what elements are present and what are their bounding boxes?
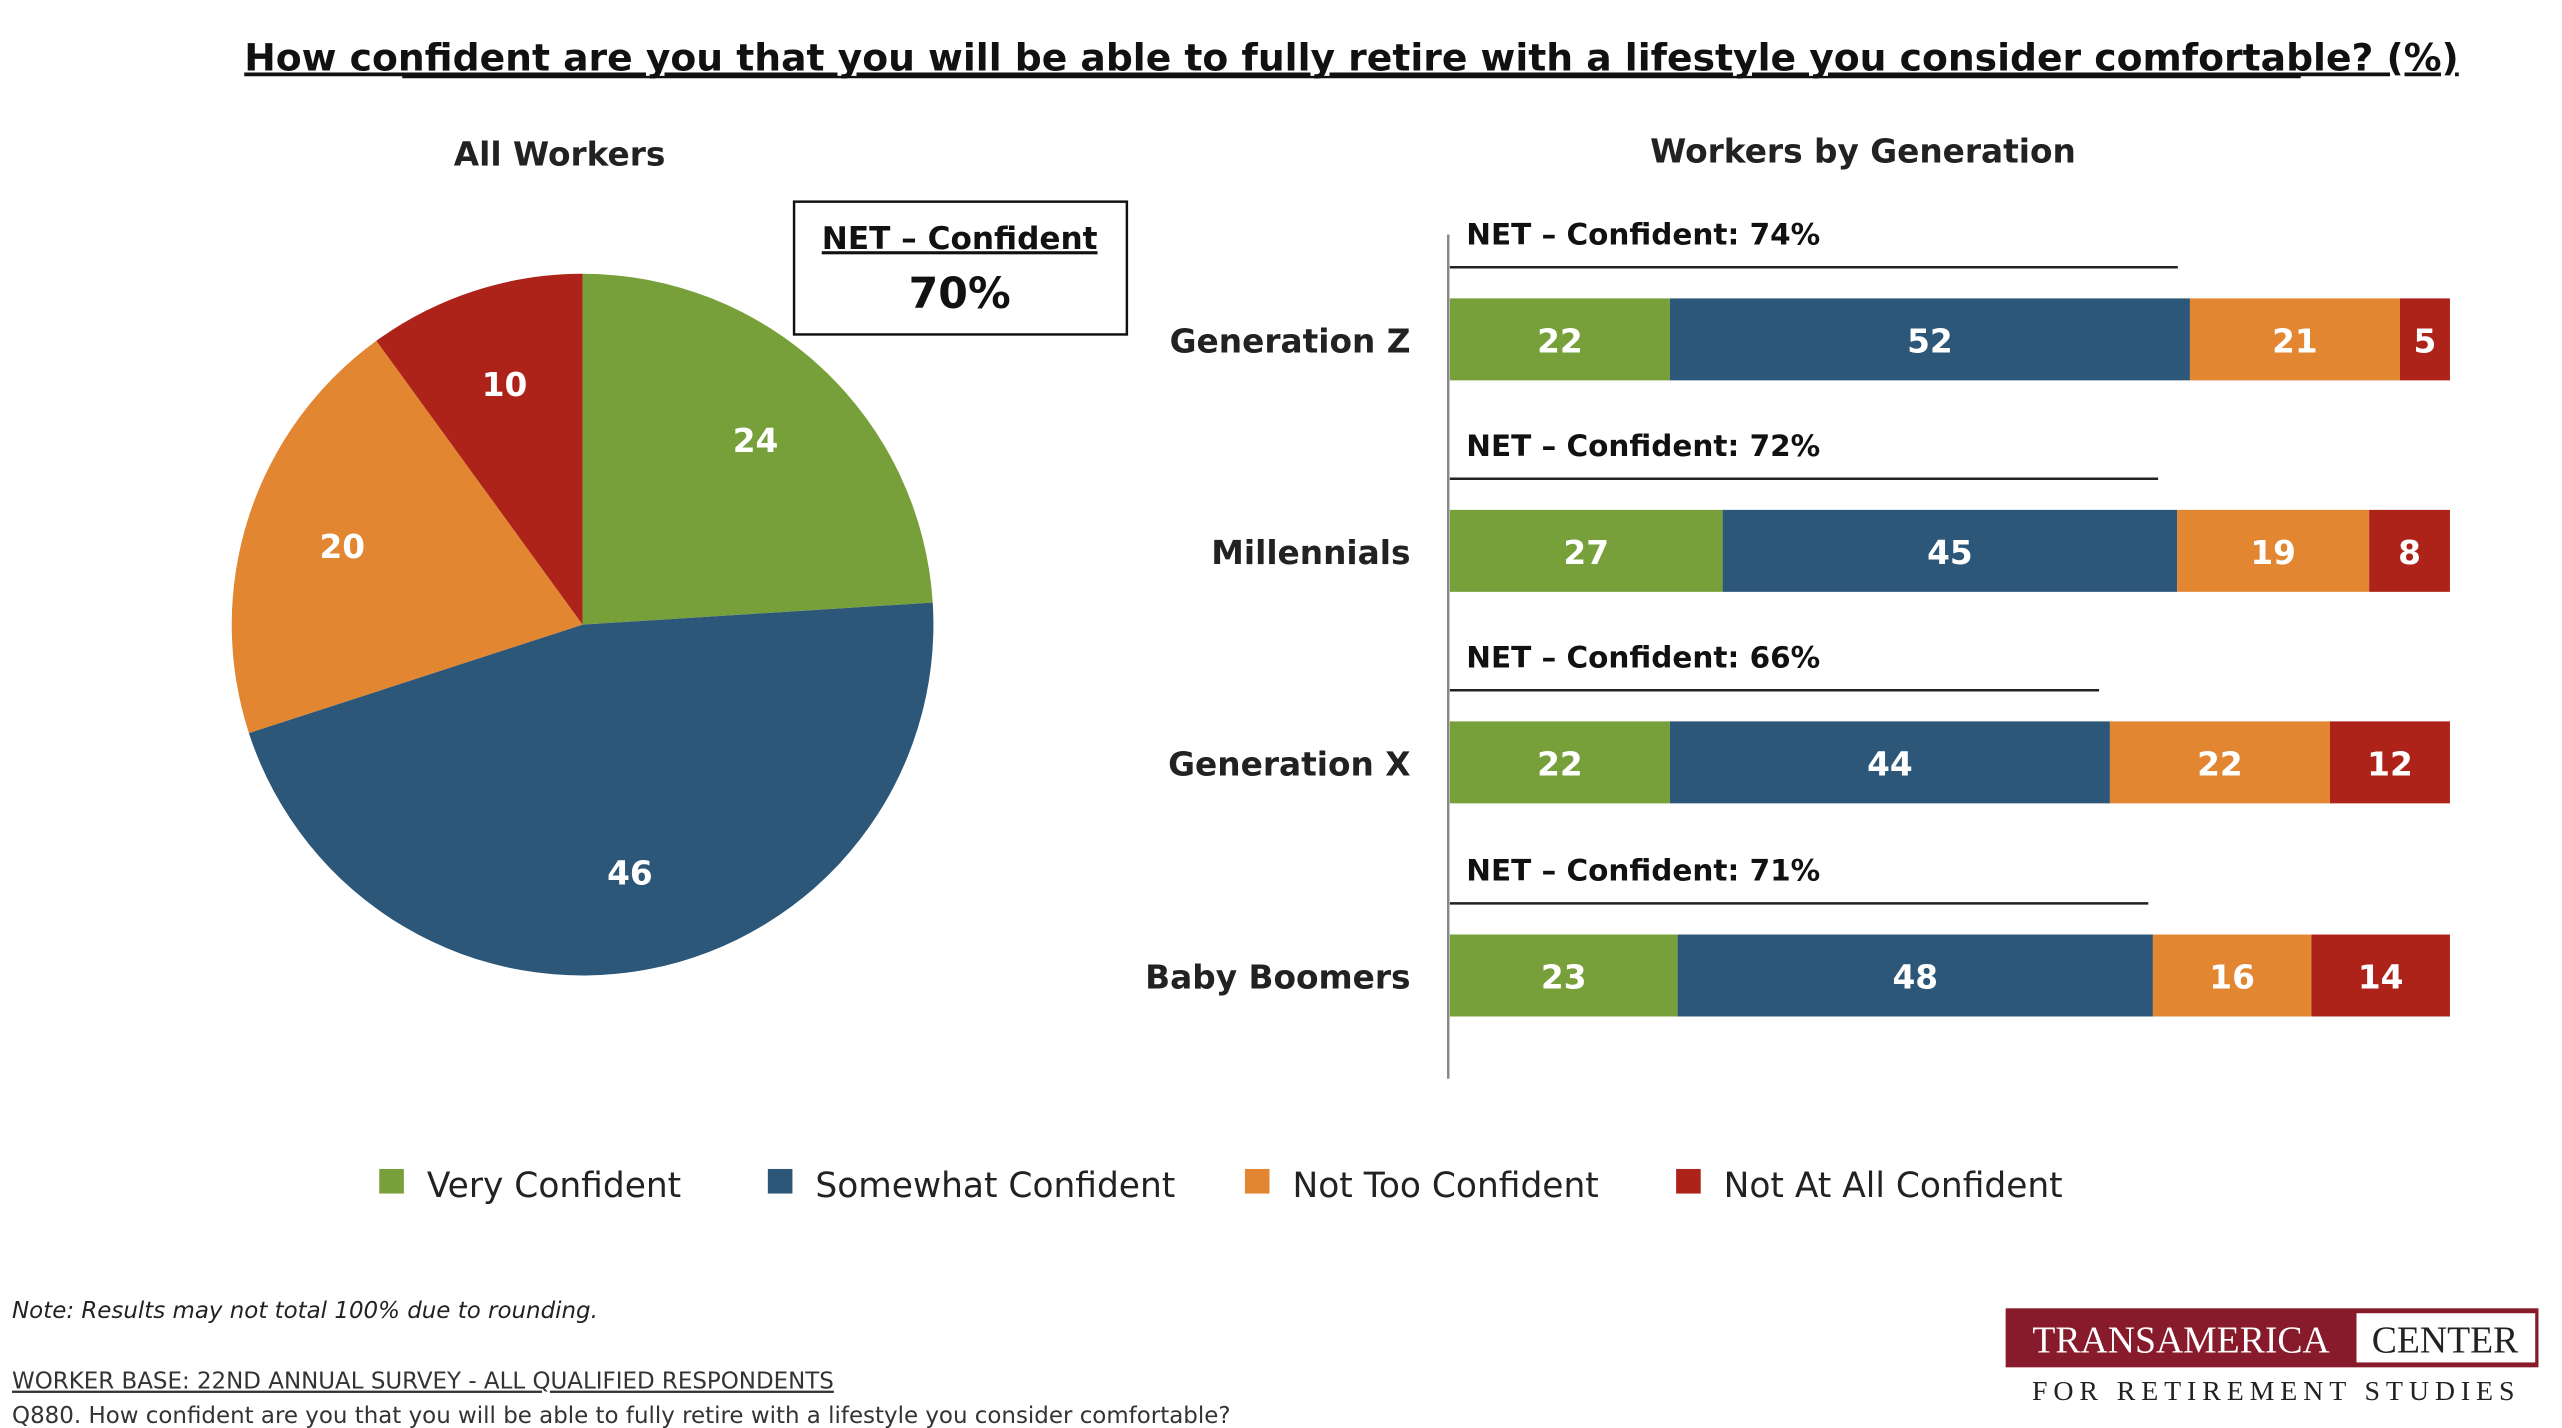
bar-value-label: 48 bbox=[1892, 959, 1938, 997]
bar-chart: Generation Z NET – Confident: 74% 22 52 21 5 M… bbox=[1145, 217, 2450, 1017]
bar-segment-very-confident bbox=[1449, 298, 1670, 381]
question-text: Q880. How confident are you that you wil… bbox=[12, 1403, 1230, 1428]
pie-label: 46 bbox=[607, 854, 653, 892]
bar-value-label: 8 bbox=[2398, 534, 2421, 572]
bar-segment-not-at-all-confident bbox=[2399, 298, 2450, 381]
bar-segment-somewhat-confident bbox=[1722, 509, 2178, 592]
svg-text:TRANSAMERICA: TRANSAMERICA bbox=[2032, 1320, 2329, 1362]
legend-label: Very Confident bbox=[427, 1166, 681, 1206]
bar-segment-somewhat-confident bbox=[1677, 934, 2153, 1017]
legend-label: Not At All Confident bbox=[1724, 1166, 2063, 1206]
net-label: NET – Confident: 72% bbox=[1466, 429, 1820, 463]
net-label: NET – Confident: 66% bbox=[1466, 640, 1820, 674]
pie-label: 20 bbox=[320, 528, 366, 566]
bar-value-label: 5 bbox=[2414, 322, 2437, 360]
bar-value-label: 23 bbox=[1541, 959, 1587, 997]
bar-segment-very-confident bbox=[1449, 934, 1678, 1017]
bar-value-label: 52 bbox=[1907, 322, 1953, 360]
bar-segment-not-at-all-confident bbox=[2329, 721, 2450, 804]
pie-slice-not-at-all-confident bbox=[376, 273, 583, 625]
legend-swatch-not-at-all-confident bbox=[1676, 1168, 1701, 1194]
pie-slice-not-too-confident bbox=[231, 340, 583, 734]
bar-segment-not-at-all-confident bbox=[2369, 509, 2450, 592]
net-label: NET – Confident: 74% bbox=[1466, 217, 1820, 251]
bar-title: Workers by Generation bbox=[1650, 132, 2076, 170]
legend-swatch-somewhat-confident bbox=[767, 1168, 793, 1194]
bar-segment-not-at-all-confident bbox=[2311, 934, 2450, 1017]
svg-text:FOR RETIREMENT STUDIES: FOR RETIREMENT STUDIES bbox=[2032, 1376, 2520, 1407]
bar-segment-not-too-confident bbox=[2177, 509, 2370, 592]
bar-segment-not-too-confident bbox=[2152, 934, 2312, 1017]
bar-value-label: 45 bbox=[1927, 534, 1973, 572]
legend-swatch-not-too-confident bbox=[1244, 1168, 1270, 1194]
bar-value-label: 14 bbox=[2358, 959, 2404, 997]
bar-value-label: 12 bbox=[2367, 745, 2413, 783]
bar-segment-not-too-confident bbox=[2189, 298, 2400, 381]
legend-label: Not Too Confident bbox=[1292, 1166, 1598, 1206]
bar-segment-somewhat-confident bbox=[1669, 721, 2110, 804]
bar-segment-very-confident bbox=[1449, 509, 1723, 592]
bar-value-label: 21 bbox=[2272, 322, 2318, 360]
chart-title: How confident are you that you will be a… bbox=[244, 35, 2459, 79]
pie-title: All Workers bbox=[454, 136, 666, 174]
note: Note: Results may not total 100% due to … bbox=[12, 1298, 598, 1324]
net-label: NET – Confident: 71% bbox=[1466, 853, 1820, 887]
bar-value-label: 22 bbox=[2197, 745, 2243, 783]
pie-label: 10 bbox=[482, 366, 528, 404]
bar-value-label: 44 bbox=[1867, 745, 1913, 783]
bar-segment-somewhat-confident bbox=[1669, 298, 2190, 381]
pie-label: 24 bbox=[733, 422, 779, 460]
bar-value-label: 27 bbox=[1563, 534, 1609, 572]
bar-value-label: 19 bbox=[2250, 534, 2296, 572]
bar-value-label: 22 bbox=[1537, 745, 1583, 783]
legend: Very Confident Somewhat Confident Not Too … bbox=[379, 1166, 2063, 1206]
legend-label: Somewhat Confident bbox=[815, 1166, 1175, 1206]
bar-segment-not-too-confident bbox=[2109, 721, 2330, 804]
category-label: Millennials bbox=[1211, 534, 1410, 572]
transamerica-logo: TRANSAMERICA CENTER FOR RETIREMENT STUDI… bbox=[2005, 1308, 2539, 1407]
net-box-label: NET – Confident bbox=[822, 221, 1098, 257]
pie-chart: 24 46 20 10 bbox=[231, 273, 934, 976]
base-text: WORKER BASE: 22ND ANNUAL SURVEY - ALL QU… bbox=[12, 1369, 834, 1395]
bar-segment-very-confident bbox=[1449, 721, 1670, 804]
net-confident-box: NET – Confident 70% bbox=[792, 200, 1129, 336]
bar-value-label: 22 bbox=[1537, 322, 1583, 360]
category-label: Baby Boomers bbox=[1145, 959, 1410, 997]
category-label: Generation Z bbox=[1170, 322, 1411, 360]
legend-swatch-very-confident bbox=[379, 1168, 404, 1194]
pie-slice-somewhat-confident bbox=[248, 602, 934, 976]
svg-text:CENTER: CENTER bbox=[2372, 1320, 2519, 1362]
bar-value-label: 16 bbox=[2209, 959, 2255, 997]
net-box-value: 70% bbox=[909, 269, 1011, 319]
pie-slice-very-confident bbox=[582, 273, 933, 625]
category-label: Generation X bbox=[1168, 745, 1410, 783]
